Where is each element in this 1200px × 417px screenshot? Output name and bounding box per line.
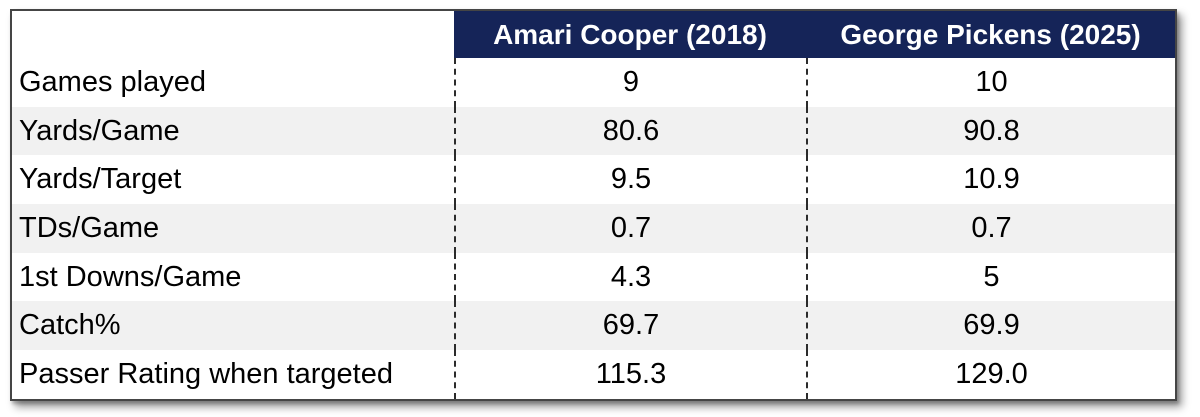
table-row-games-played: Games played 9 10 [12, 58, 1175, 107]
comparison-table: Amari Cooper (2018) George Pickens (2025… [10, 9, 1177, 401]
value-george-pickens: 90.8 [806, 106, 1175, 156]
row-label: Games played [19, 65, 206, 98]
value-george-pickens: 5 [806, 252, 1175, 302]
value-george-pickens: 10 [806, 58, 1175, 107]
table-row-passer-rating: Passer Rating when targeted 115.3 129.0 [12, 350, 1175, 399]
value-amari-cooper: 0.7 [454, 204, 806, 253]
table-row-catch-percent: Catch% 69.7 69.9 [12, 301, 1175, 351]
row-label: Yards/Target [19, 163, 182, 196]
row-label: TDs/Game [19, 211, 160, 244]
value-george-pickens: 0.7 [806, 204, 1175, 253]
row-label: Passer Rating when targeted [19, 357, 393, 390]
row-label: Yards/Game [19, 114, 180, 147]
table-row-first-downs-per-game: 1st Downs/Game 4.3 5 [12, 252, 1175, 302]
table-row-yards-per-game: Yards/Game 80.6 90.8 [12, 106, 1175, 156]
value-amari-cooper: 9 [454, 58, 806, 107]
value-amari-cooper: 4.3 [454, 252, 806, 302]
value-amari-cooper: 69.7 [454, 301, 806, 351]
header-row: Amari Cooper (2018) George Pickens (2025… [12, 11, 1175, 58]
row-label: Catch% [19, 309, 121, 342]
column-header-george-pickens: George Pickens (2025) [806, 11, 1175, 58]
value-george-pickens: 10.9 [806, 155, 1175, 205]
table-row-tds-per-game: TDs/Game 0.7 0.7 [12, 204, 1175, 253]
row-label: 1st Downs/Game [19, 260, 242, 293]
value-george-pickens: 129.0 [806, 350, 1175, 399]
column-header-amari-cooper: Amari Cooper (2018) [454, 11, 806, 58]
value-amari-cooper: 9.5 [454, 155, 806, 205]
table-row-yards-per-target: Yards/Target 9.5 10.9 [12, 155, 1175, 205]
value-amari-cooper: 115.3 [454, 350, 806, 399]
value-amari-cooper: 80.6 [454, 106, 806, 156]
corner-cell [12, 11, 454, 58]
value-george-pickens: 69.9 [806, 301, 1175, 351]
